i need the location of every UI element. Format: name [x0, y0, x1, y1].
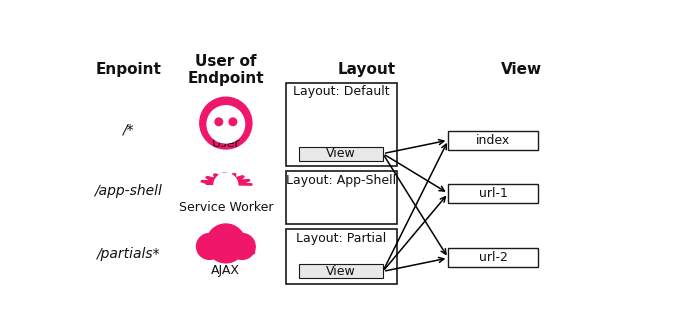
Text: AJAX: AJAX — [211, 264, 240, 276]
Text: index: index — [476, 134, 510, 147]
Text: User: User — [211, 137, 240, 150]
Text: Enpoint: Enpoint — [95, 63, 161, 77]
Text: Layout: Default: Layout: Default — [293, 85, 389, 98]
Ellipse shape — [197, 234, 223, 259]
Text: /app-shell: /app-shell — [94, 185, 162, 198]
Ellipse shape — [229, 118, 237, 126]
Polygon shape — [201, 173, 252, 185]
Text: /partials*: /partials* — [97, 246, 160, 261]
Text: View: View — [326, 147, 356, 160]
Bar — [197, 245, 254, 253]
Bar — [300, 265, 383, 278]
Ellipse shape — [199, 97, 252, 149]
Text: /*: /* — [122, 122, 134, 137]
Text: url-2: url-2 — [479, 251, 507, 265]
Ellipse shape — [214, 173, 238, 197]
Text: Layout: Partial: Layout: Partial — [296, 232, 386, 245]
Text: View: View — [501, 63, 542, 77]
Ellipse shape — [211, 232, 241, 262]
Bar — [448, 131, 538, 150]
Bar — [300, 147, 383, 161]
Bar — [286, 171, 397, 224]
Ellipse shape — [215, 118, 223, 126]
Text: url-1: url-1 — [479, 187, 507, 200]
Bar — [448, 248, 538, 267]
Ellipse shape — [229, 234, 255, 259]
Bar — [448, 184, 538, 203]
Ellipse shape — [206, 224, 246, 263]
Ellipse shape — [207, 106, 244, 143]
Text: Layout: Layout — [338, 63, 396, 77]
Bar — [286, 230, 397, 284]
Text: Layout: App-Shell: Layout: App-Shell — [286, 174, 396, 187]
Bar — [286, 83, 397, 166]
Text: Service Worker: Service Worker — [178, 201, 273, 215]
Text: User of
Endpoint: User of Endpoint — [188, 54, 264, 86]
Text: View: View — [326, 265, 356, 278]
